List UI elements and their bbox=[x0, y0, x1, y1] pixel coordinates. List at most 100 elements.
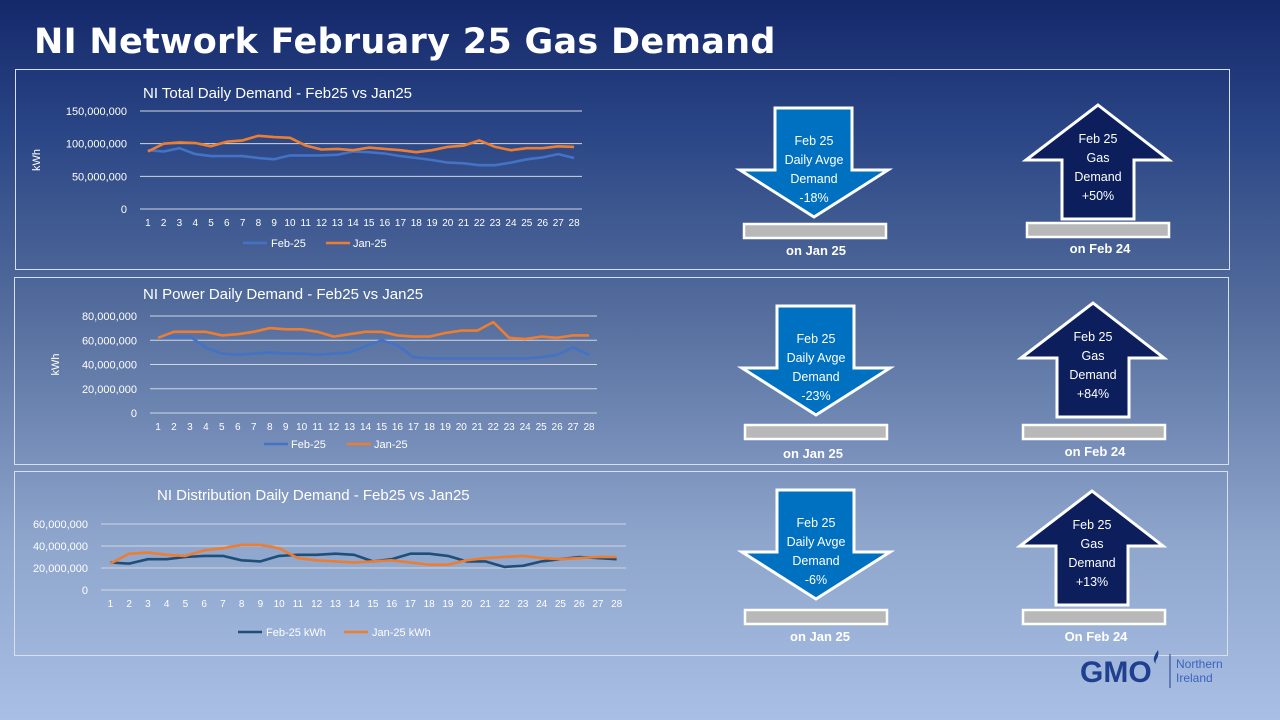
x-tick-label: 13 bbox=[330, 599, 342, 610]
down-arrow-text: Feb 25 bbox=[797, 516, 836, 530]
x-tick-label: 4 bbox=[203, 422, 209, 433]
baseline-bar bbox=[743, 608, 889, 626]
distribution-demand-panel bbox=[14, 471, 1228, 656]
x-tick-label: 28 bbox=[611, 599, 623, 610]
up-arrow-icon bbox=[1021, 103, 1174, 221]
x-tick-label: 24 bbox=[536, 599, 548, 610]
chart-title: NI Power Daily Demand - Feb25 vs Jan25 bbox=[143, 286, 423, 303]
y-tick-label: 150,000,000 bbox=[66, 106, 127, 118]
x-tick-label: 4 bbox=[192, 218, 198, 229]
legend-label: Feb-25 bbox=[291, 439, 326, 451]
x-tick-label: 23 bbox=[517, 599, 529, 610]
x-tick-label: 27 bbox=[567, 422, 579, 433]
x-tick-label: 19 bbox=[442, 599, 454, 610]
x-tick-label: 10 bbox=[296, 422, 308, 433]
x-tick-label: 1 bbox=[145, 218, 151, 229]
y-tick-label: 60,000,000 bbox=[82, 335, 137, 347]
baseline-bar bbox=[1021, 608, 1167, 626]
x-tick-label: 11 bbox=[293, 599, 304, 610]
down-arrow-text: -23% bbox=[801, 389, 830, 403]
chart-title: NI Total Daily Demand - Feb25 vs Jan25 bbox=[143, 85, 412, 102]
x-tick-label: 5 bbox=[208, 218, 214, 229]
x-tick-label: 3 bbox=[177, 218, 183, 229]
x-tick-label: 23 bbox=[504, 422, 516, 433]
x-tick-label: 17 bbox=[405, 599, 417, 610]
x-tick-label: 15 bbox=[363, 218, 375, 229]
x-tick-label: 8 bbox=[256, 218, 262, 229]
y-axis-label: kWh bbox=[50, 354, 62, 376]
y-tick-label: 40,000,000 bbox=[82, 360, 137, 372]
x-tick-label: 28 bbox=[583, 422, 595, 433]
up-arrow-text: +50% bbox=[1082, 189, 1114, 203]
up-arrow-text: Gas bbox=[1081, 537, 1104, 551]
x-tick-label: 8 bbox=[267, 422, 273, 433]
gas-flame-icon bbox=[1153, 650, 1159, 664]
series-line-feb bbox=[110, 552, 617, 569]
x-tick-label: 7 bbox=[240, 218, 246, 229]
x-tick-label: 5 bbox=[219, 422, 225, 433]
up-caption: on Feb 24 bbox=[1065, 444, 1126, 459]
down-arrow-text: Demand bbox=[792, 370, 839, 384]
y-tick-label: 60,000,000 bbox=[33, 519, 88, 531]
x-tick-label: 9 bbox=[271, 218, 277, 229]
y-tick-label: 0 bbox=[121, 204, 127, 216]
x-tick-label: 7 bbox=[220, 599, 226, 610]
x-tick-label: 15 bbox=[376, 422, 388, 433]
x-tick-label: 18 bbox=[411, 218, 423, 229]
down-caption: on Jan 25 bbox=[783, 446, 843, 461]
down-arrow-text: -6% bbox=[805, 573, 827, 587]
down-arrow-text: Demand bbox=[792, 554, 839, 568]
x-tick-label: 26 bbox=[537, 218, 549, 229]
baseline-bar bbox=[742, 222, 888, 240]
x-tick-label: 14 bbox=[349, 599, 361, 610]
x-tick-label: 27 bbox=[553, 218, 565, 229]
x-tick-label: 16 bbox=[379, 218, 391, 229]
indicator-row: Feb 25 Daily Avge Demand -18% on Jan 25 Feb 2… bbox=[734, 103, 1174, 258]
x-tick-label: 12 bbox=[328, 422, 340, 433]
up-arrow-text: Demand bbox=[1074, 170, 1121, 184]
x-tick-label: 21 bbox=[480, 599, 492, 610]
x-tick-label: 17 bbox=[395, 218, 407, 229]
up-caption: On Feb 24 bbox=[1065, 629, 1129, 644]
x-tick-label: 20 bbox=[456, 422, 468, 433]
down-arrow-text: Demand bbox=[790, 172, 837, 186]
x-tick-label: 24 bbox=[505, 218, 517, 229]
up-arrow-text: +13% bbox=[1076, 575, 1108, 589]
legend-label: Jan-25 bbox=[374, 439, 408, 451]
legend-label: Jan-25 bbox=[353, 238, 387, 250]
baseline-bar bbox=[1021, 423, 1167, 441]
x-tick-label: 2 bbox=[171, 422, 177, 433]
x-tick-label: 20 bbox=[461, 599, 473, 610]
x-tick-label: 25 bbox=[555, 599, 567, 610]
x-tick-label: 22 bbox=[474, 218, 486, 229]
x-tick-label: 1 bbox=[108, 599, 114, 610]
x-tick-label: 18 bbox=[424, 599, 436, 610]
legend-label: Jan-25 kWh bbox=[372, 627, 431, 639]
chart-title: NI Distribution Daily Demand - Feb25 vs … bbox=[157, 487, 470, 504]
x-tick-label: 16 bbox=[386, 599, 398, 610]
series-line-jan bbox=[109, 543, 617, 567]
up-arrow-text: +84% bbox=[1077, 387, 1109, 401]
power-demand-panel bbox=[14, 277, 1229, 465]
x-tick-label: 24 bbox=[520, 422, 532, 433]
x-tick-label: 6 bbox=[224, 218, 230, 229]
series-line-jan bbox=[157, 320, 589, 341]
logo-mark: GMO bbox=[1080, 656, 1152, 689]
indicator-row: Feb 25 Daily Avge Demand -23% on Jan 25 Feb 2… bbox=[736, 301, 1169, 461]
x-tick-label: 1 bbox=[155, 422, 161, 433]
down-arrow-icon bbox=[734, 106, 894, 219]
x-tick-label: 26 bbox=[552, 422, 564, 433]
up-arrow-text: Feb 25 bbox=[1079, 132, 1118, 146]
legend-label: Feb-25 bbox=[271, 238, 306, 250]
x-tick-label: 21 bbox=[458, 218, 470, 229]
x-tick-label: 12 bbox=[311, 599, 323, 610]
x-tick-label: 21 bbox=[472, 422, 484, 433]
x-tick-label: 14 bbox=[360, 422, 372, 433]
x-tick-label: 6 bbox=[201, 599, 207, 610]
down-caption: on Jan 25 bbox=[786, 243, 846, 258]
x-tick-label: 10 bbox=[284, 218, 296, 229]
x-tick-label: 25 bbox=[521, 218, 533, 229]
x-tick-label: 22 bbox=[499, 599, 511, 610]
x-tick-label: 9 bbox=[283, 422, 289, 433]
